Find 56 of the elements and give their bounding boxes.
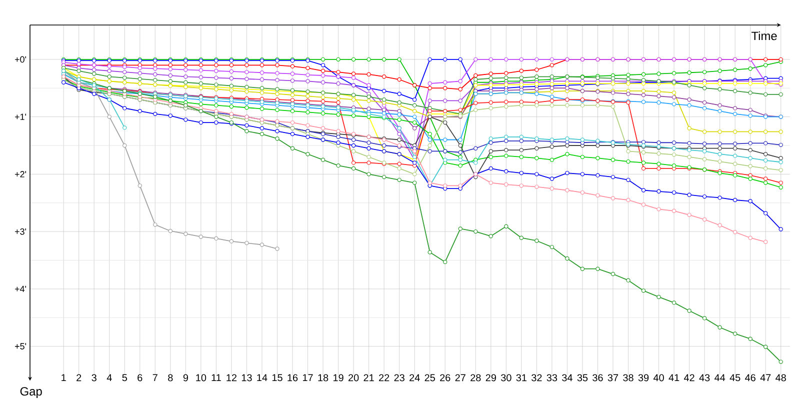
x-tick-label: 26 bbox=[440, 374, 450, 382]
y-tick-label: +1' bbox=[14, 114, 26, 120]
x-tick-label: 21 bbox=[364, 374, 374, 382]
x-tick-label: 4 bbox=[106, 374, 112, 382]
x-tick-label: 11 bbox=[212, 374, 221, 382]
x-tick-label: 43 bbox=[699, 374, 710, 382]
x-tick-label: 15 bbox=[272, 374, 282, 382]
x-tick-label: 22 bbox=[379, 374, 390, 382]
x-tick-label: 14 bbox=[257, 374, 268, 382]
x-tick-label: 25 bbox=[424, 374, 435, 382]
x-tick-label: 6 bbox=[138, 374, 142, 382]
x-tick-label: 5 bbox=[122, 374, 127, 382]
x-tick-label: 9 bbox=[183, 374, 188, 382]
x-tick-label: 30 bbox=[500, 374, 512, 382]
x-tick-label: 39 bbox=[638, 374, 649, 382]
x-tick-label: 32 bbox=[532, 374, 542, 382]
x-tick-label: 36 bbox=[592, 374, 603, 382]
x-tick-label: 48 bbox=[776, 374, 786, 382]
x-tick-label: 24 bbox=[410, 374, 420, 382]
x-tick-label: 2 bbox=[76, 374, 82, 382]
x-tick-label: 41 bbox=[668, 374, 680, 382]
x-tick-label: 47 bbox=[760, 374, 771, 382]
x-tick-label: 13 bbox=[242, 374, 252, 382]
y-tick-label: +4' bbox=[14, 286, 26, 292]
x-tick-label: 28 bbox=[470, 374, 481, 382]
x-tick-label: 34 bbox=[562, 374, 572, 382]
y-tick-label: +5' bbox=[14, 343, 26, 350]
x-tick-label: 12 bbox=[226, 374, 236, 382]
x-tick-label: 31 bbox=[516, 374, 526, 382]
x-tick-label: 18 bbox=[318, 374, 328, 382]
x-tick-label: 33 bbox=[546, 374, 558, 382]
x-tick-label: 42 bbox=[684, 374, 694, 382]
x-axis-title: Time bbox=[751, 31, 777, 40]
x-tick-label: 8 bbox=[168, 374, 173, 382]
x-tick-label: 37 bbox=[608, 374, 618, 382]
x-tick-label: 38 bbox=[623, 374, 634, 382]
x-tick-label: 40 bbox=[653, 374, 664, 382]
y-tick-label: +0' bbox=[14, 56, 26, 63]
x-tick-label: 46 bbox=[745, 374, 756, 382]
x-tick-label: 3 bbox=[92, 374, 96, 382]
y-axis-title: Gap bbox=[20, 387, 42, 398]
x-tick-label: 16 bbox=[288, 374, 298, 382]
x-tick-label: 35 bbox=[577, 374, 588, 382]
x-tick-label: 44 bbox=[714, 374, 726, 382]
x-tick-label: 29 bbox=[486, 374, 496, 382]
x-tick-label: 10 bbox=[196, 374, 206, 382]
y-tick-label: +2' bbox=[14, 171, 26, 178]
y-tick-label: +3' bbox=[14, 228, 26, 235]
x-tick-label: 20 bbox=[348, 374, 359, 382]
x-tick-label: 27 bbox=[455, 374, 466, 382]
x-tick-label: 7 bbox=[152, 374, 158, 382]
x-tick-label: 19 bbox=[334, 374, 344, 382]
x-tick-label: 1 bbox=[62, 374, 66, 382]
x-tick-label: 45 bbox=[730, 374, 740, 382]
x-tick-label: 17 bbox=[302, 374, 313, 382]
x-tick-label: 23 bbox=[394, 374, 404, 382]
